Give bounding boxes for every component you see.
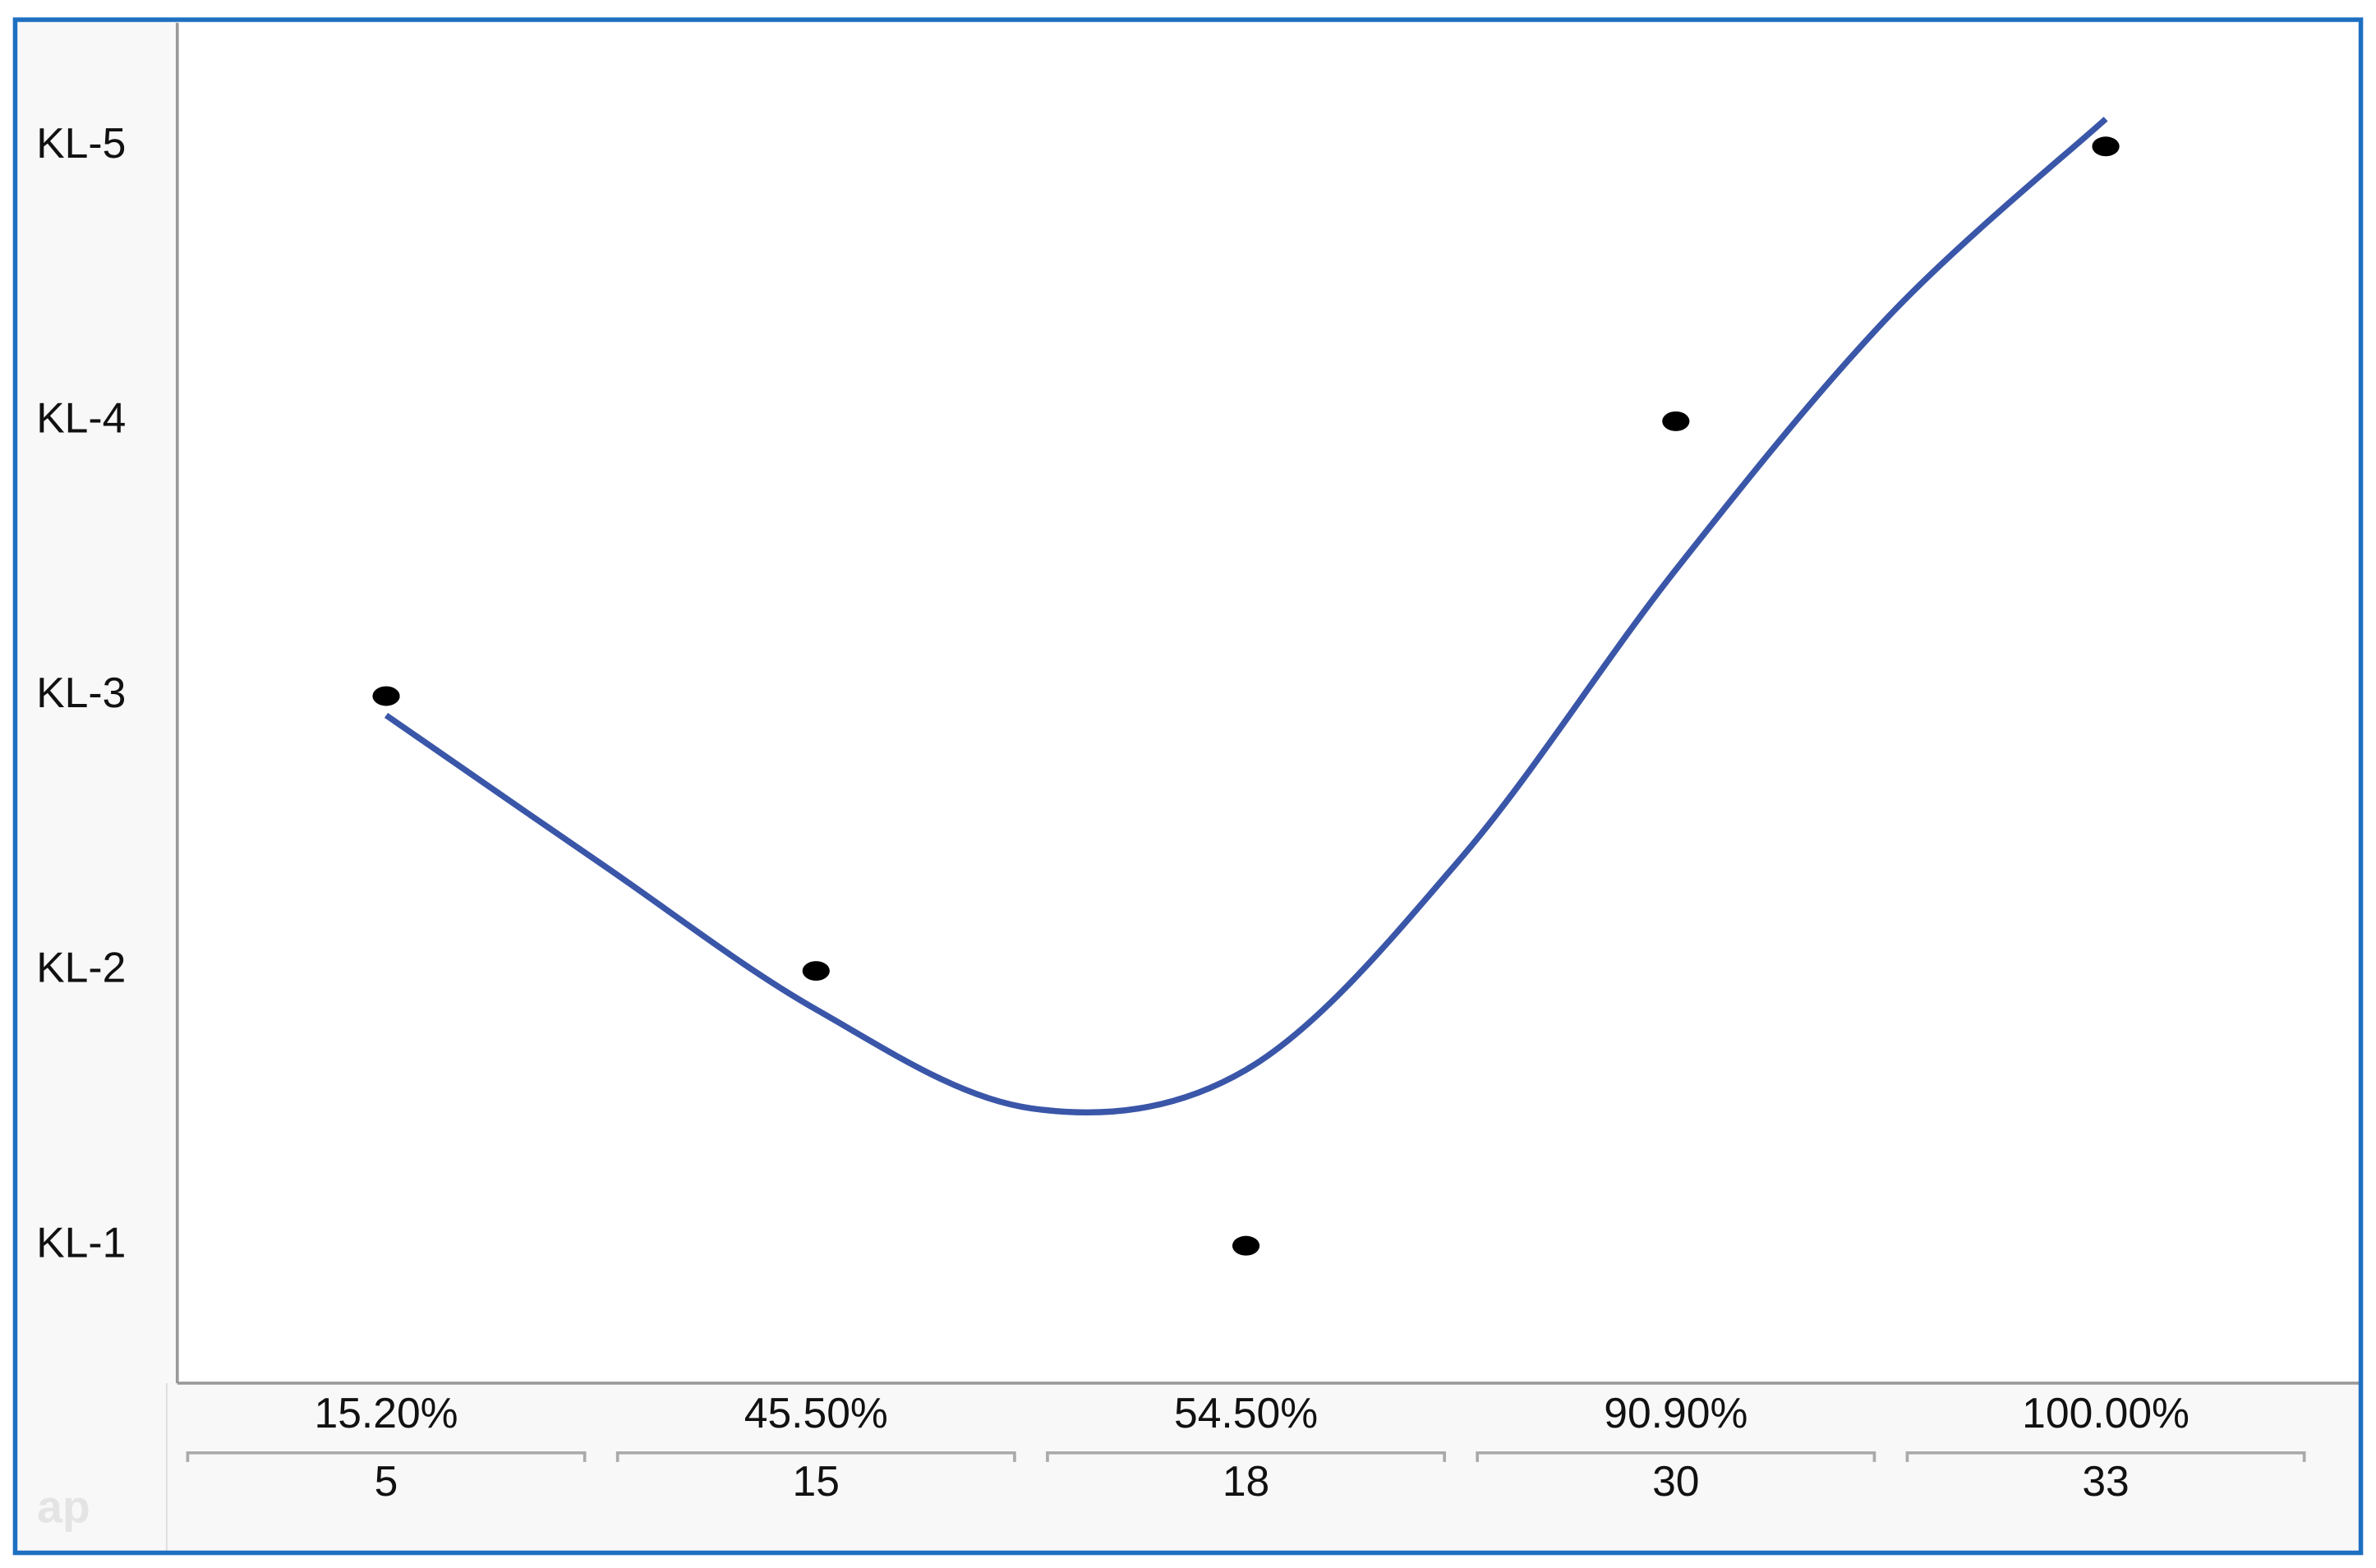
category-bracket xyxy=(1476,1451,1876,1462)
data-point xyxy=(372,686,400,706)
data-point xyxy=(1662,411,1690,431)
x-count-label: 30 xyxy=(1652,1457,1699,1505)
y-tick-label: KL-4 xyxy=(36,394,126,442)
x-count-label: 5 xyxy=(375,1457,398,1505)
y-tick-label: KL-1 xyxy=(36,1218,126,1266)
x-count-label: 18 xyxy=(1223,1457,1269,1505)
y-tick-label: KL-5 xyxy=(36,119,126,167)
y-tick-label: KL-2 xyxy=(36,944,126,991)
data-point xyxy=(2092,136,2120,157)
x-tick-label: 90.90% xyxy=(1604,1389,1747,1437)
x-axis-panel xyxy=(16,1382,2361,1552)
watermark: ap xyxy=(37,1481,90,1532)
y-axis-panel xyxy=(16,21,177,1552)
category-bracket xyxy=(615,1451,1016,1462)
category-bracket xyxy=(186,1451,587,1462)
category-bracket xyxy=(1046,1451,1447,1462)
x-tick-label: 15.20% xyxy=(314,1389,458,1437)
fit-line xyxy=(384,117,2108,1115)
x-tick-label: 45.50% xyxy=(744,1389,888,1437)
x-count-label: 15 xyxy=(793,1457,840,1505)
x-count-label: 33 xyxy=(2082,1457,2129,1505)
frame-border xyxy=(12,17,2364,1556)
background xyxy=(0,4,2376,1564)
data-point xyxy=(802,961,830,982)
x-tick-label: 54.50% xyxy=(1174,1389,1318,1437)
data-point xyxy=(1232,1235,1260,1256)
x-tick-label: 100.00% xyxy=(2022,1389,2190,1437)
category-bracket xyxy=(1905,1451,2306,1462)
y-tick-label: KL-3 xyxy=(36,669,126,716)
